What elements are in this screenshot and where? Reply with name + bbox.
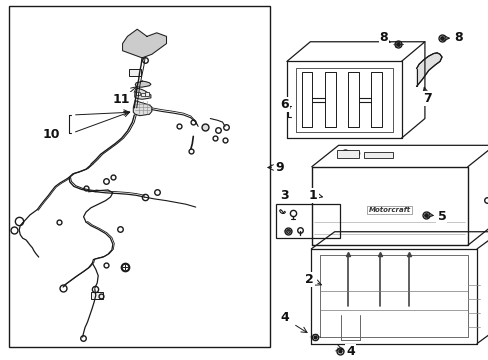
Text: 6: 6 [280,98,288,111]
Bar [276,204,339,238]
Text: 11: 11 [113,94,130,107]
Text: Motorcraft: Motorcraft [368,207,410,213]
Bar [141,93,144,96]
Text: 5: 5 [437,210,446,223]
Text: 9: 9 [275,161,284,174]
Bar [129,68,141,76]
Polygon shape [135,88,151,99]
Text: 2: 2 [305,273,313,286]
Bar [9,6,270,347]
Bar [364,152,393,158]
Text: 7: 7 [422,92,431,105]
Polygon shape [416,53,441,86]
Bar [337,150,359,158]
Text: 3: 3 [280,189,288,202]
Polygon shape [133,101,152,116]
Text: 8: 8 [379,31,387,44]
Polygon shape [135,81,151,87]
Text: 4: 4 [346,345,354,358]
Bar [136,92,140,95]
Bar [145,92,149,96]
Text: 4: 4 [280,311,288,324]
Polygon shape [122,29,166,58]
Text: 10: 10 [42,128,60,141]
Text: 8: 8 [453,31,462,44]
Text: 1: 1 [308,189,317,202]
Bar [91,292,103,299]
